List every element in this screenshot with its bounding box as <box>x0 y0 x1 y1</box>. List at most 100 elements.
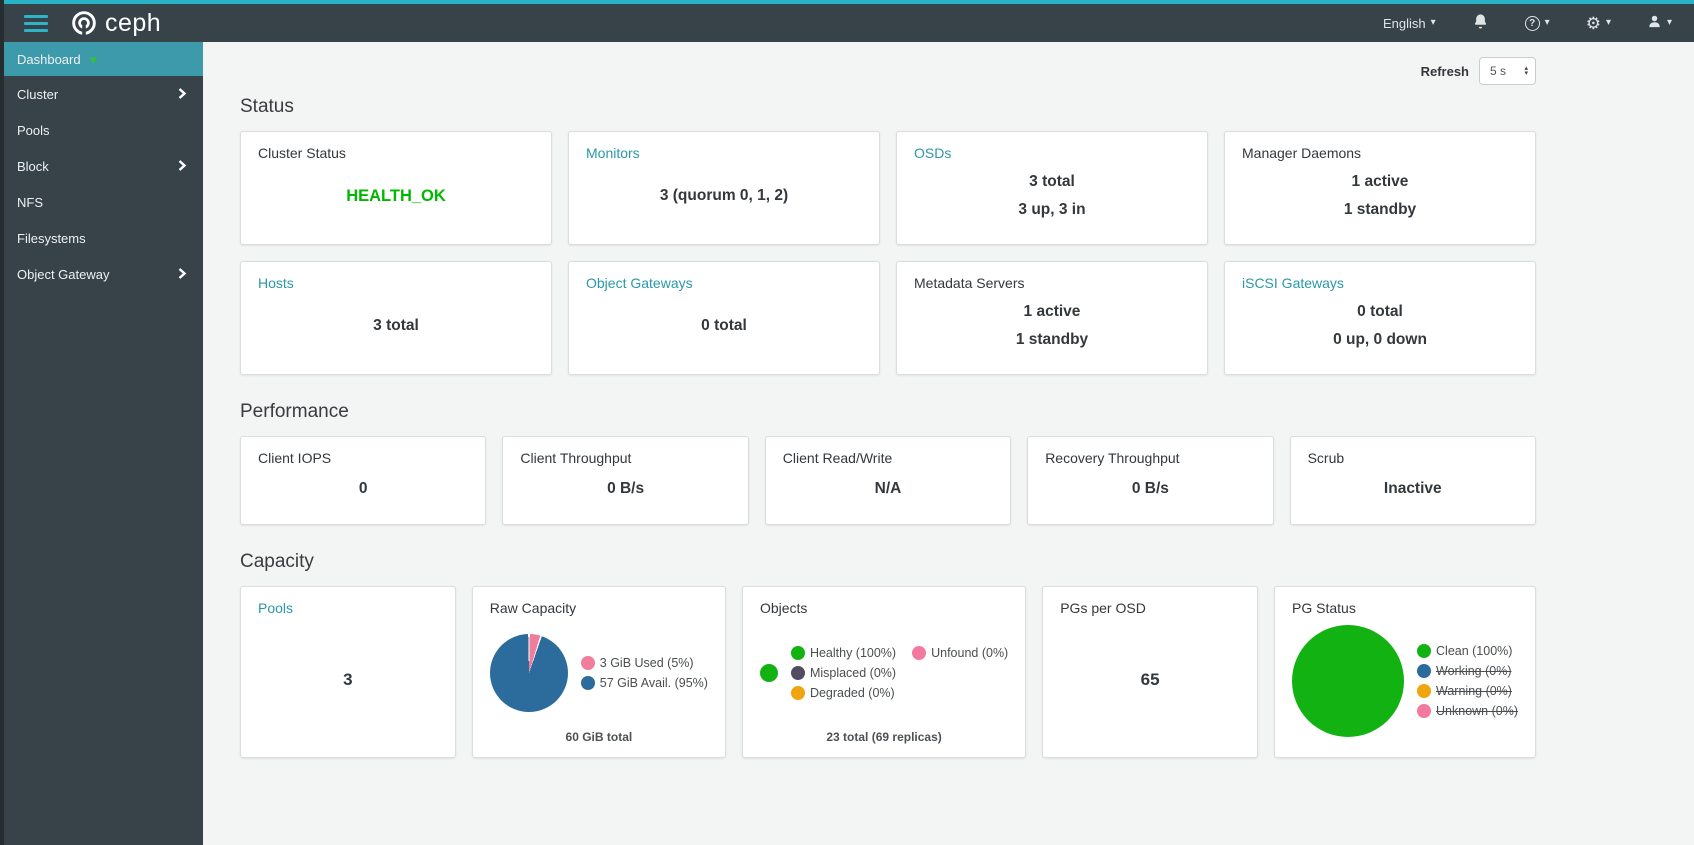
legend-item-working[interactable]: Working (0%) <box>1417 664 1512 679</box>
objects-chart: Healthy (100%) Unfound (0%) Misplaced (0%)… <box>759 619 1009 727</box>
pgs-per-osd-card: PGs per OSD 65 <box>1042 586 1259 758</box>
card-value: 0 <box>258 467 468 511</box>
card-title-iscsi-gateways[interactable]: iSCSI Gateways <box>1242 275 1344 291</box>
sidebar-item-label: Pools <box>17 122 50 138</box>
pg-status-card: PG Status Clean (100%) Working (0%) Warning… <box>1274 586 1536 758</box>
sidebar-item-dashboard[interactable]: Dashboard ♥ <box>4 42 203 76</box>
menu-toggle-icon[interactable] <box>24 14 48 32</box>
legend-item-degraded[interactable]: Degraded (0%) <box>790 685 895 700</box>
legend-label: Unfound (0%) <box>931 645 1009 660</box>
legend-item-unknown[interactable]: Unknown (0%) <box>1417 704 1518 719</box>
monitors-card: Monitors 3 (quorum 0, 1, 2) <box>568 131 880 245</box>
gear-icon: ⚙ <box>1585 13 1601 33</box>
objects-card: Objects Healthy (100%) Unfound (0%) Misplac… <box>741 586 1027 758</box>
card-value-line: 65 <box>1140 670 1160 690</box>
sidebar-item-object-gateway[interactable]: Object Gateway <box>4 256 203 292</box>
card-value-line: 1 standby <box>1015 331 1089 349</box>
hosts-card: Hosts 3 total <box>240 261 552 375</box>
object-gateways-card: Object Gateways 0 total <box>568 261 880 375</box>
sidebar-item-filesystems[interactable]: Filesystems <box>4 220 203 256</box>
section-title-status: Status <box>240 96 294 117</box>
topbar: ceph English ▾ ? ▾ ⚙ ▾ <box>0 4 1694 42</box>
legend-row: Unknown (0%) <box>1417 704 1518 719</box>
health-heart-icon: ♥ <box>89 51 98 67</box>
sidebar-item-label: Dashboard <box>17 51 81 67</box>
card-value-line: 1 active <box>1023 303 1081 321</box>
card-title-hosts[interactable]: Hosts <box>258 275 294 291</box>
refresh-row: Refresh 5 s ▴ ▾ <box>240 56 1536 86</box>
legend-dot-icon <box>580 675 595 690</box>
card-value-line: 3 up, 3 in <box>1018 201 1086 219</box>
chart-total-label: 23 total (69 replicas) <box>826 730 942 744</box>
card-value: 0 total 0 up, 0 down <box>1242 292 1518 361</box>
performance-grid: Client IOPS 0 Client Throughput 0 B/s Client… <box>240 436 1536 525</box>
legend-label: Warning (0%) <box>1436 684 1512 699</box>
chart-total-label: 60 GiB total <box>565 730 633 744</box>
card-title-pgs-per-osd: PGs per OSD <box>1060 600 1146 616</box>
sidebar-item-label: Filesystems <box>17 230 86 246</box>
legend-row: Misplaced (0%) <box>790 665 1008 680</box>
sidebar-item-block[interactable]: Block <box>4 148 203 184</box>
sidebar-item-cluster[interactable]: Cluster <box>4 76 203 112</box>
refresh-interval-select[interactable]: 5 s ▴ ▾ <box>1479 57 1536 85</box>
card-title-object-gateways[interactable]: Object Gateways <box>586 275 693 291</box>
card-value: 0 B/s <box>520 467 730 511</box>
legend-item-3[interactable]: 3 GiB Used (5%) <box>580 655 694 670</box>
card-value-line: 0 up, 0 down <box>1333 331 1427 349</box>
legend-item-57[interactable]: 57 GiB Avail. (95%) <box>580 675 708 690</box>
card-value-line: 0 total <box>701 317 747 335</box>
legend-item-healthy[interactable]: Healthy (100%) <box>790 645 896 660</box>
legend-row: 3 GiB Used (5%) <box>580 655 708 670</box>
notifications-button[interactable] <box>1472 13 1489 33</box>
card-title-raw-capacity: Raw Capacity <box>489 600 577 616</box>
content: Refresh 5 s ▴ ▾ Status Cluster Status HEAL… <box>240 56 1536 758</box>
legend-row: Degraded (0%) <box>790 685 1008 700</box>
legend-label: Degraded (0%) <box>809 685 895 700</box>
legend-dot-icon <box>790 645 805 660</box>
bell-icon <box>1472 13 1489 33</box>
chevron-right-icon <box>178 159 187 174</box>
legend-label: 3 GiB Used (5%) <box>599 655 694 670</box>
sidebar-item-nfs[interactable]: NFS <box>4 184 203 220</box>
legend-item-misplaced[interactable]: Misplaced (0%) <box>790 665 896 680</box>
language-menu[interactable]: English ▾ <box>1383 16 1436 31</box>
client-iops-card: Client IOPS 0 <box>240 436 487 525</box>
main-content: Refresh 5 s ▴ ▾ Status Cluster Status HEAL… <box>203 42 1694 845</box>
settings-menu[interactable]: ⚙ ▾ <box>1586 15 1611 32</box>
card-title-objects: Objects <box>759 600 808 616</box>
card-value-line: Inactive <box>1383 479 1442 497</box>
user-menu[interactable]: ▾ <box>1647 14 1672 32</box>
card-title-recovery-throughput: Recovery Throughput <box>1045 450 1180 466</box>
raw-capacity-chart: 3 GiB Used (5%) 57 GiB Avail. (95%) <box>489 619 708 727</box>
card-value-line: 3 total <box>1029 173 1075 191</box>
sidebar-item-label: Block <box>17 158 49 174</box>
chart-legend: Healthy (100%) Unfound (0%) Misplaced (0%)… <box>790 645 1009 700</box>
topbar-actions: English ▾ ? ▾ ⚙ ▾ ▾ <box>1383 13 1672 33</box>
card-title-client-read-write: Client Read/Write <box>782 450 893 466</box>
card-title-monitors[interactable]: Monitors <box>586 145 640 161</box>
client-throughput-card: Client Throughput 0 B/s <box>502 436 749 525</box>
client-read-write-card: Client Read/Write N/A <box>764 436 1012 525</box>
legend-row: Healthy (100%) Unfound (0%) <box>790 645 1009 660</box>
legend-row: 57 GiB Avail. (95%) <box>580 675 708 690</box>
card-value-line: N/A <box>874 479 902 497</box>
help-menu[interactable]: ? ▾ <box>1524 15 1550 31</box>
metadata-servers-card: Metadata Servers 1 active 1 standby <box>896 261 1208 375</box>
card-value: 65 <box>1060 617 1240 744</box>
legend-item-warning[interactable]: Warning (0%) <box>1417 684 1512 699</box>
sidebar-item-pools[interactable]: Pools <box>4 112 203 148</box>
legend-dot-icon <box>912 645 927 660</box>
card-title-client-iops: Client IOPS <box>258 450 332 466</box>
help-icon: ? <box>1524 15 1540 31</box>
refresh-interval-value: 5 s <box>1490 64 1507 78</box>
brand: ceph <box>70 9 161 37</box>
capacity-grid: Pools 3 Raw Capacity 3 GiB Used (5%) 57 GiB … <box>240 586 1536 758</box>
legend-label: Unknown (0%) <box>1436 704 1518 719</box>
card-title-osds[interactable]: OSDs <box>914 145 952 161</box>
card-value: 3 (quorum 0, 1, 2) <box>586 162 862 231</box>
card-title-pools[interactable]: Pools <box>258 600 294 616</box>
legend-item-unfound[interactable]: Unfound (0%) <box>912 645 1009 660</box>
legend-item-clean[interactable]: Clean (100%) <box>1417 644 1512 659</box>
legend-dot-icon <box>1417 684 1432 699</box>
top-accent-strip <box>0 0 1694 4</box>
